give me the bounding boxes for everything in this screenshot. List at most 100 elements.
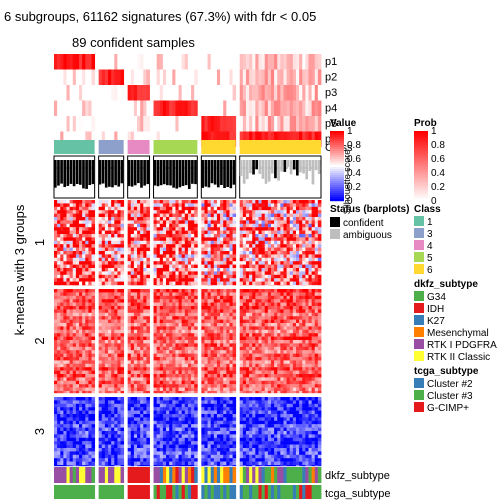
heatmap-cell	[210, 227, 215, 231]
prob-cell	[210, 85, 215, 101]
heatmap-cell	[270, 367, 275, 371]
heatmap-cell	[143, 227, 147, 231]
heatmap-cell	[172, 254, 176, 258]
heatmap-cell	[181, 213, 186, 218]
prob-cell	[245, 85, 250, 101]
heatmap-cell	[120, 240, 125, 245]
heatmap-cell	[305, 343, 309, 347]
heatmap-cell	[210, 261, 215, 265]
heatmap-cell	[137, 217, 141, 221]
heatmap-cell	[85, 374, 89, 378]
heatmap-cell	[277, 210, 281, 214]
heatmap-cell	[98, 363, 103, 368]
heatmap-cell	[101, 309, 106, 313]
heatmap-cell	[277, 312, 281, 317]
heatmap-cell	[146, 312, 150, 317]
heatmap-cell	[270, 268, 275, 272]
heatmap-cell	[162, 271, 167, 275]
heatmap-cell	[258, 306, 262, 310]
heatmap-cell	[261, 336, 266, 341]
heatmap-cell	[111, 319, 115, 324]
heatmap-cell	[299, 200, 303, 204]
heatmap-cell	[302, 230, 306, 235]
heatmap-cell	[169, 264, 173, 269]
heatmap-cell	[153, 329, 158, 334]
prob-cell	[130, 100, 135, 116]
heatmap-cell	[308, 278, 313, 282]
heatmap-cell	[239, 206, 244, 211]
heatmap-cell	[210, 240, 215, 245]
heatmap-cell	[54, 271, 58, 275]
heatmap-cell	[264, 370, 269, 375]
heatmap-cell	[295, 295, 300, 300]
heatmap-cell	[117, 377, 121, 381]
heatmap-cell	[226, 281, 230, 286]
heatmap-cell	[270, 251, 275, 255]
silhouette-bar	[311, 160, 315, 185]
heatmap-cell	[140, 299, 144, 303]
heatmap-cell	[181, 306, 186, 310]
heatmap-cell	[289, 374, 294, 378]
prob-cell	[258, 100, 262, 116]
prob-cell	[137, 69, 141, 85]
heatmap-cell	[60, 203, 64, 207]
heatmap-cell	[292, 230, 297, 235]
heatmap-cell	[114, 217, 118, 221]
heatmap-cell	[308, 309, 313, 313]
heatmap-cell	[191, 384, 195, 388]
heatmap-cell	[274, 210, 278, 214]
heatmap-cell	[220, 343, 224, 347]
silhouette-bar	[213, 160, 217, 185]
heatmap-cell	[245, 295, 250, 300]
heatmap-cell	[280, 271, 284, 275]
heatmap-cell	[175, 316, 179, 320]
heatmap-cell	[108, 247, 112, 252]
prob-cell	[137, 116, 141, 132]
heatmap-cell	[267, 278, 272, 282]
heatmap-cell	[223, 237, 227, 241]
heatmap-cell	[66, 274, 71, 279]
heatmap-cell	[137, 230, 141, 235]
heatmap-cell	[143, 299, 147, 303]
heatmap-cell	[172, 281, 176, 286]
heatmap-cell	[223, 295, 227, 300]
heatmap-cell	[88, 261, 92, 265]
heatmap-cell	[75, 384, 80, 388]
heatmap-cell	[223, 257, 227, 262]
heatmap-cell	[317, 312, 322, 317]
heatmap-cell	[137, 370, 141, 375]
heatmap-cell	[270, 370, 275, 375]
heatmap-cell	[60, 329, 64, 334]
heatmap-cell	[226, 309, 230, 313]
heatmap-cell	[216, 312, 221, 317]
heatmap-cell	[156, 223, 161, 228]
heatmap-cell	[216, 220, 221, 224]
prob-cell	[220, 116, 224, 132]
heatmap-cell	[239, 289, 244, 293]
prob-cell	[101, 131, 106, 147]
heatmap-cell	[114, 237, 118, 241]
heatmap-cell	[220, 312, 224, 317]
heatmap-cell	[159, 261, 164, 265]
heatmap-cell	[249, 380, 253, 385]
prob-cell	[270, 54, 275, 70]
heatmap-cell	[220, 200, 224, 204]
heatmap-cell	[314, 360, 319, 364]
heatmap-cell	[114, 387, 118, 392]
heatmap-cell	[223, 370, 227, 375]
heatmap-cell	[283, 200, 288, 204]
prob-cell	[140, 54, 144, 70]
prob-cell	[178, 85, 183, 101]
silhouette-bar	[280, 160, 284, 172]
prob-cell	[295, 69, 300, 85]
heatmap-cell	[305, 237, 309, 241]
heatmap-cell	[172, 319, 176, 324]
heatmap-cell	[156, 234, 161, 238]
heatmap-cell	[229, 230, 233, 235]
heatmap-cell	[267, 240, 272, 245]
heatmap-cell	[216, 206, 221, 211]
heatmap-cell	[111, 343, 115, 347]
heatmap-cell	[166, 281, 170, 286]
heatmap-cell	[120, 323, 125, 327]
heatmap-cell	[120, 333, 125, 337]
